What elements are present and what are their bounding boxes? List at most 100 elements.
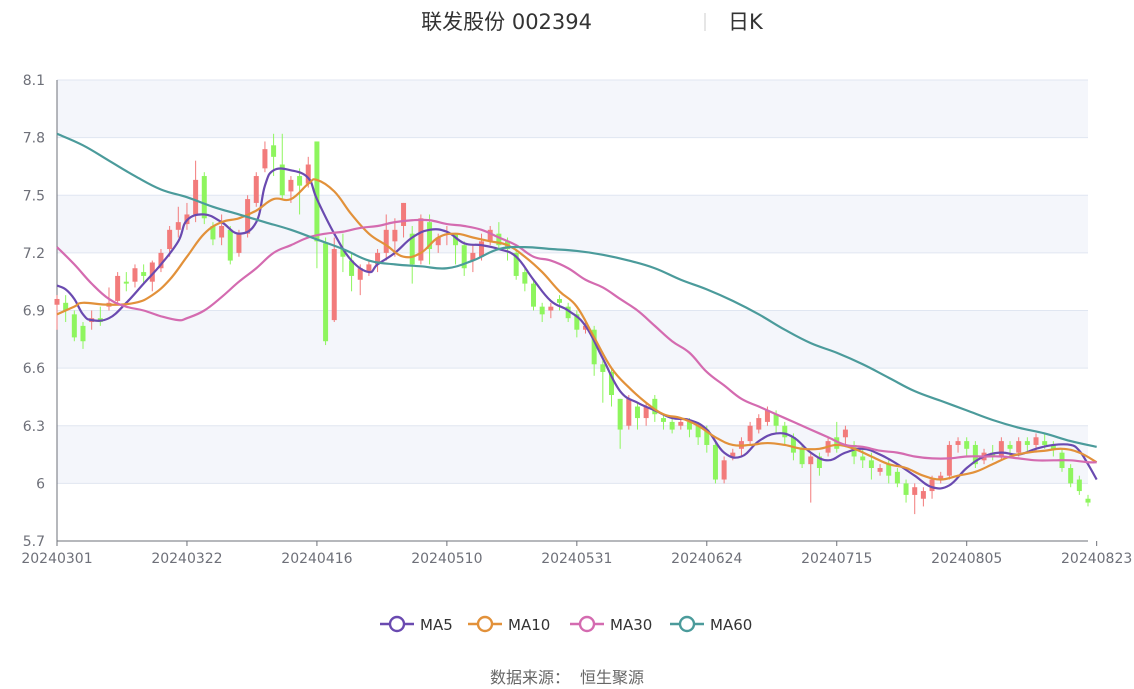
- candle-body: [54, 298, 60, 305]
- legend-item-ma10[interactable]: MA10: [468, 615, 550, 634]
- candle-body: [912, 487, 918, 495]
- x-tick-label: 20240510: [411, 551, 482, 567]
- x-tick-label: 20240531: [541, 551, 612, 567]
- candle-body: [617, 398, 623, 430]
- candle-body: [210, 225, 216, 240]
- candle-body: [634, 406, 640, 419]
- candle-body: [435, 237, 441, 246]
- candle-body: [427, 222, 433, 250]
- candle-body: [842, 429, 848, 438]
- candle: [721, 456, 727, 484]
- candle-body: [790, 437, 796, 453]
- candle: [522, 268, 528, 292]
- candle: [712, 441, 718, 484]
- y-tick-label: 8.1: [23, 73, 45, 89]
- x-tick-label: 20240322: [151, 551, 222, 567]
- candle-body: [80, 325, 86, 342]
- candle: [340, 233, 346, 273]
- candle: [912, 483, 918, 515]
- candle-body: [461, 245, 467, 269]
- candle: [678, 418, 684, 430]
- candle-body: [877, 468, 883, 472]
- candle-body: [756, 418, 762, 430]
- candle-body: [236, 233, 242, 253]
- candle: [808, 452, 814, 503]
- candle-body: [1050, 444, 1056, 449]
- legend-item-ma5[interactable]: MA5: [380, 615, 453, 634]
- candle: [591, 325, 597, 376]
- candle: [201, 172, 207, 225]
- candle: [938, 471, 944, 484]
- candle: [955, 437, 961, 453]
- candle-body: [115, 275, 121, 301]
- candle-body: [531, 283, 537, 307]
- ma-line-ma60: [56, 132, 1097, 448]
- candle: [964, 437, 970, 457]
- candle-body: [860, 456, 866, 461]
- candle-body: [678, 421, 684, 426]
- candle-body: [816, 456, 822, 469]
- legend-item-ma30[interactable]: MA30: [570, 615, 652, 634]
- legend-label: MA30: [610, 616, 652, 634]
- grid-lines: [57, 79, 1088, 484]
- candle-body: [522, 272, 528, 284]
- candle: [158, 249, 164, 273]
- candle-body: [366, 264, 372, 273]
- legend[interactable]: MA5 MA10 MA30 MA60: [380, 615, 752, 634]
- candle-body: [1076, 479, 1082, 492]
- candle: [80, 322, 86, 349]
- candle-body: [1024, 441, 1030, 445]
- candle-body: [955, 441, 961, 445]
- candle-body: [686, 421, 692, 430]
- candle: [54, 295, 60, 330]
- candle-body: [487, 229, 493, 242]
- candle-body: [401, 202, 407, 226]
- candle: [513, 249, 519, 280]
- candle: [123, 272, 129, 292]
- candle-body: [643, 406, 649, 419]
- candle-body: [219, 225, 225, 238]
- candle-body: [669, 421, 675, 430]
- candle: [894, 468, 900, 488]
- candle-body: [730, 452, 736, 457]
- candle: [669, 418, 675, 434]
- candle: [496, 222, 502, 250]
- candle-body: [539, 306, 545, 315]
- background-band: [57, 425, 1088, 484]
- y-tick-label: 6.9: [23, 304, 45, 320]
- y-axis: 5.7 6 6.3 6.6 6.9 7.2 7.5 7.8 8.1: [23, 73, 58, 550]
- y-tick-label: 6.3: [23, 419, 45, 435]
- candle-body: [660, 418, 666, 422]
- candle-body: [1085, 498, 1091, 503]
- x-tick-label: 20240301: [21, 551, 92, 567]
- y-tick-label: 5.7: [23, 534, 45, 550]
- candle: [600, 360, 606, 403]
- legend-marker-icon: [476, 615, 494, 633]
- candle: [115, 272, 121, 305]
- candle: [253, 172, 259, 207]
- candle-body: [557, 298, 563, 303]
- candle: [375, 249, 381, 273]
- candle: [427, 214, 433, 265]
- candle-body: [193, 179, 199, 215]
- candle-body: [1007, 444, 1013, 449]
- candle: [461, 241, 467, 276]
- candle-body: [340, 249, 346, 257]
- candle: [271, 133, 277, 177]
- candle-body: [964, 441, 970, 449]
- y-tick-label: 7.5: [23, 188, 45, 204]
- candle-body: [704, 429, 710, 445]
- candle: [531, 279, 537, 311]
- candle: [132, 264, 138, 288]
- candle-body: [253, 176, 259, 203]
- candle-body: [479, 241, 485, 257]
- candle: [877, 464, 883, 476]
- candle: [227, 225, 233, 265]
- candle-body: [383, 229, 389, 253]
- candle-body: [496, 233, 502, 246]
- candle-body: [938, 475, 944, 480]
- candle: [331, 237, 337, 323]
- candle: [972, 441, 978, 469]
- legend-label: MA10: [508, 616, 550, 634]
- legend-item-ma60[interactable]: MA60: [670, 615, 752, 634]
